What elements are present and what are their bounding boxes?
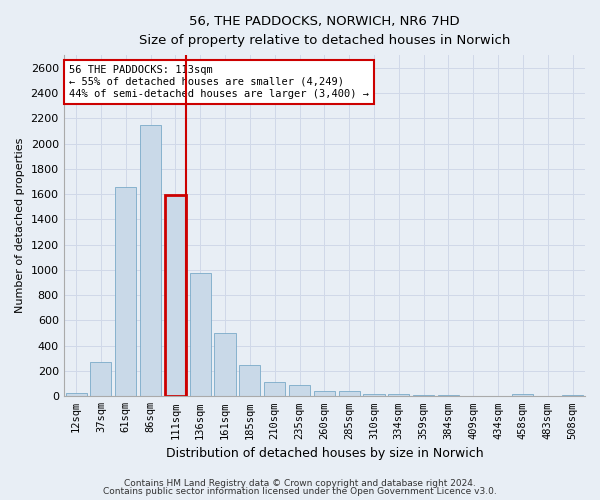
Bar (264, 382, 285, 396)
Bar (65, 392, 86, 396)
Bar (438, 395, 459, 396)
Y-axis label: Number of detached properties: Number of detached properties (15, 138, 25, 314)
Bar (289, 385, 310, 396)
Bar (338, 392, 360, 396)
Text: 56 THE PADDOCKS: 113sqm
← 55% of detached houses are smaller (4,249)
44% of semi: 56 THE PADDOCKS: 113sqm ← 55% of detache… (69, 66, 369, 98)
Bar (413, 395, 434, 396)
Bar (512, 394, 533, 396)
Bar (165, 196, 186, 396)
Bar (115, 186, 136, 396)
Bar (190, 273, 211, 396)
Title: 56, THE PADDOCKS, NORWICH, NR6 7HD
Size of property relative to detached houses : 56, THE PADDOCKS, NORWICH, NR6 7HD Size … (139, 15, 510, 47)
Bar (388, 394, 409, 396)
Bar (562, 395, 583, 396)
X-axis label: Distribution of detached houses by size in Norwich: Distribution of detached houses by size … (166, 447, 483, 460)
Bar (91, 362, 112, 396)
Bar (214, 333, 236, 396)
Text: Contains public sector information licensed under the Open Government Licence v3: Contains public sector information licen… (103, 487, 497, 496)
Bar (239, 366, 260, 396)
Bar (140, 124, 161, 396)
Text: Contains HM Land Registry data © Crown copyright and database right 2024.: Contains HM Land Registry data © Crown c… (124, 478, 476, 488)
Bar (314, 390, 335, 396)
Bar (364, 394, 385, 396)
